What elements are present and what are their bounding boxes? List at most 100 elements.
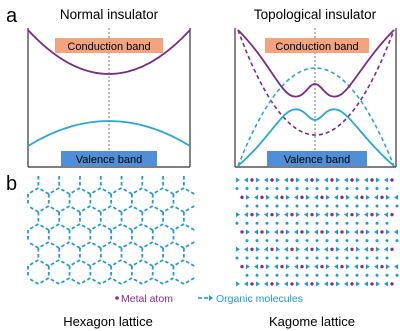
organic-molecule <box>294 194 298 200</box>
hex-lattice-bond <box>79 205 91 213</box>
hex-lattice-bond <box>121 241 133 249</box>
organic-molecule <box>386 229 390 235</box>
organic-molecule <box>394 229 398 235</box>
organic-molecule <box>246 194 250 200</box>
hex-lattice-bond <box>69 205 81 213</box>
metal-atom <box>350 282 354 286</box>
hex-lattice-bond <box>110 223 122 231</box>
metal-atom <box>270 178 274 182</box>
organic-molecules-legend-label: Organic molecules <box>216 293 303 305</box>
hex-lattice-bond <box>69 259 81 267</box>
organic-molecule-link <box>245 187 249 191</box>
organic-molecule <box>284 246 288 252</box>
metal-atom <box>240 230 244 234</box>
metal-atom <box>370 282 374 286</box>
organic-molecule <box>296 177 300 183</box>
organic-molecule <box>316 246 320 252</box>
organic-molecule-link <box>365 273 369 277</box>
metal-atom <box>300 230 304 234</box>
organic-molecule-link <box>295 273 299 277</box>
hex-lattice-bond <box>48 187 60 195</box>
hex-lattice-bond <box>141 187 154 195</box>
hex-lattice-bond <box>162 205 174 213</box>
organic-molecule <box>244 246 248 252</box>
organic-molecule <box>356 177 360 183</box>
organic-molecule-link <box>385 239 389 243</box>
metal-atom <box>360 195 364 200</box>
metal-atom <box>290 178 294 182</box>
organic-molecule <box>236 177 240 183</box>
organic-molecule <box>296 212 300 218</box>
organic-molecule-link <box>255 221 259 225</box>
metal-atom <box>270 247 274 251</box>
hex-lattice-bond <box>110 277 122 285</box>
organic-molecule <box>376 246 380 252</box>
organic-molecule-link <box>255 204 259 208</box>
organic-molecule <box>326 194 330 200</box>
hex-lattice-bond <box>183 241 195 249</box>
organic-molecule <box>324 177 328 183</box>
hex-lattice-bond <box>27 223 39 231</box>
organic-molecule-link <box>265 187 269 191</box>
hex-lattice-bond <box>152 241 164 249</box>
organic-molecule-link <box>245 273 249 277</box>
normal-insulator-title: Normal insulator <box>60 7 159 22</box>
hex-lattice-bond <box>183 259 195 267</box>
hex-lattice-bond <box>79 187 91 195</box>
metal-atom <box>380 195 384 200</box>
hex-lattice-bond <box>48 277 60 285</box>
organic-molecule <box>366 229 370 235</box>
organic-molecule-link <box>245 239 249 243</box>
hex-lattice-bond <box>141 223 154 231</box>
metal-atom <box>240 264 244 269</box>
hex-lattice-bond <box>100 241 112 249</box>
organic-molecule <box>314 194 318 200</box>
organic-molecule-link <box>385 273 389 277</box>
hex-lattice-bond <box>141 205 154 213</box>
conduction-band-box-right <box>265 38 369 53</box>
hex-lattice-bond <box>173 187 185 195</box>
organic-molecule <box>324 281 328 287</box>
organic-molecule-link <box>315 256 319 260</box>
organic-molecule <box>344 212 348 218</box>
organic-molecule-link <box>245 204 249 208</box>
organic-molecule <box>334 264 338 270</box>
valence-band-curve <box>27 120 191 147</box>
organic-molecule <box>256 177 260 183</box>
organic-molecule <box>256 281 260 287</box>
hex-lattice-bond <box>69 241 81 249</box>
metal-atom <box>290 282 294 286</box>
organic-molecule-link <box>345 221 349 225</box>
metal-atom <box>250 212 254 217</box>
organic-molecule-link <box>285 256 289 260</box>
hex-lattice-bond <box>131 205 143 213</box>
organic-molecule-link <box>325 187 329 191</box>
hex-lattice-bond <box>152 187 164 195</box>
organic-molecule-link <box>365 204 369 208</box>
organic-molecule-link <box>345 273 349 277</box>
organic-molecule-link <box>375 187 379 191</box>
metal-atom <box>380 264 384 269</box>
valence-band-inverted-curve <box>237 108 395 167</box>
organic-molecule-link <box>335 273 339 277</box>
metal-atom <box>360 230 364 234</box>
metal-atom <box>250 247 254 251</box>
organic-molecule <box>246 264 250 270</box>
organic-molecule <box>276 281 280 287</box>
metal-atom <box>350 178 354 182</box>
metal-atom <box>390 282 394 286</box>
organic-molecule-link <box>275 221 279 225</box>
organic-molecule <box>316 177 320 183</box>
organic-molecule-link <box>275 239 279 243</box>
metal-atom <box>300 264 304 269</box>
organic-molecule <box>264 212 268 218</box>
metal-atom <box>310 282 314 286</box>
hex-lattice-bond <box>37 277 50 285</box>
organic-molecule <box>386 194 390 200</box>
organic-molecule <box>266 229 270 235</box>
hex-lattice-bond <box>121 223 133 231</box>
metal-atom <box>350 212 354 217</box>
hex-lattice-bond <box>69 277 81 285</box>
organic-molecule-link <box>275 187 279 191</box>
metal-atom <box>370 212 374 217</box>
